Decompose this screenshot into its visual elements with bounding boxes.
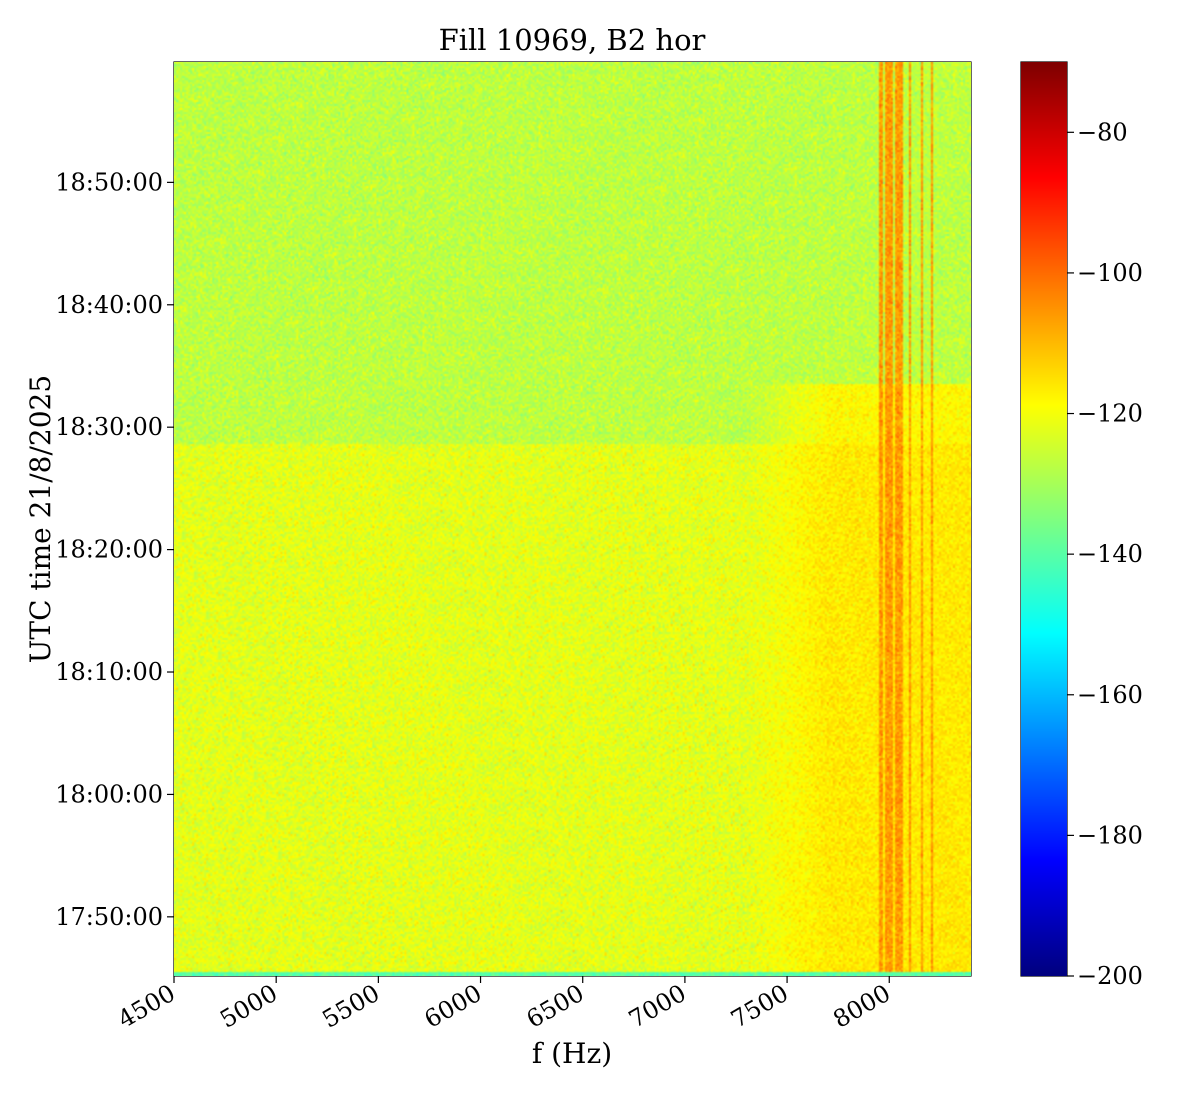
colorbar-tick-label: −120: [1077, 400, 1143, 428]
y-tick-label: 18:50:00: [55, 168, 163, 196]
colorbar-tick-label: −200: [1077, 962, 1143, 990]
y-axis-ticks: 17:50:00 18:00:00 18:10:00 18:20:00 18:30:00…: [55, 168, 174, 931]
colorbar-tick-label: −180: [1077, 821, 1143, 849]
colorbar-tick-label: −100: [1077, 259, 1143, 287]
colorbar-tick-label: −140: [1077, 540, 1143, 568]
x-tick-label: 5500: [317, 979, 384, 1034]
y-tick-label: 18:00:00: [55, 780, 163, 808]
spectrogram-heatmap: [174, 62, 971, 976]
chart-title: Fill 10969, B2 hor: [439, 23, 706, 57]
colorbar-tick-label: −80: [1077, 118, 1128, 146]
y-tick-label: 18:30:00: [55, 413, 163, 441]
x-tick-label: 7500: [726, 979, 793, 1034]
colorbar-ticks: −200 −180 −160 −140 −120 −100 −80: [1067, 118, 1143, 990]
y-tick-label: 18:20:00: [55, 536, 163, 564]
y-axis-label: UTC time 21/8/2025: [24, 375, 57, 663]
x-tick-label: 7000: [624, 979, 691, 1034]
x-axis-ticks: 4500 5000 5500 6000 6500 7000 7500 8000: [113, 976, 895, 1034]
x-tick-label: 6000: [420, 979, 487, 1034]
x-tick-label: 4500: [113, 979, 180, 1034]
x-tick-label: 8000: [828, 979, 895, 1034]
y-tick-label: 17:50:00: [55, 903, 163, 931]
y-tick-label: 18:40:00: [55, 291, 163, 319]
colorbar-tick-label: −160: [1077, 681, 1143, 709]
x-tick-label: 5000: [215, 979, 282, 1034]
x-axis-label: f (Hz): [532, 1037, 612, 1070]
x-tick-label: 6500: [522, 979, 589, 1034]
colorbar: [1021, 62, 1067, 976]
y-tick-label: 18:10:00: [55, 658, 163, 686]
